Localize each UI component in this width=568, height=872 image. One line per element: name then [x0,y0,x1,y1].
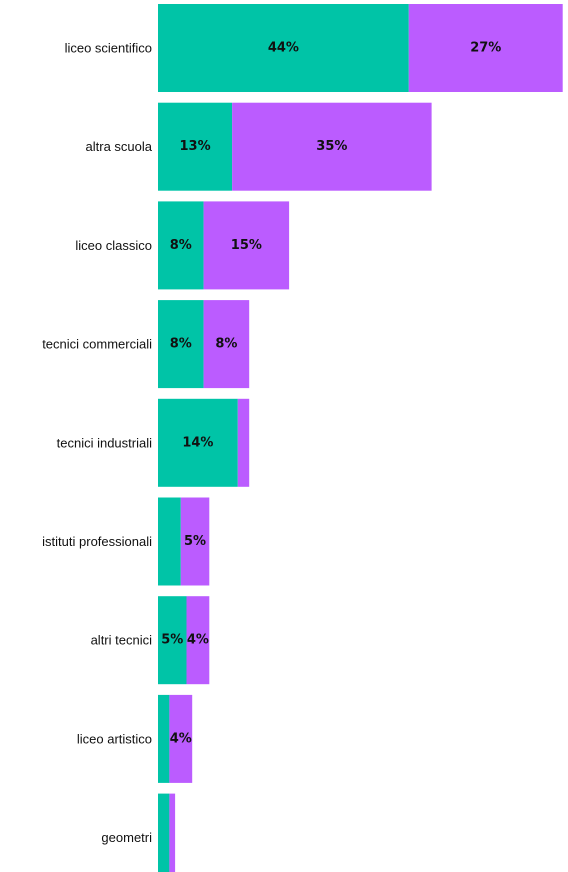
bar-segment-tecnici-commerciali-series-2 [203,300,250,389]
data-label-tecnici-commerciali-series-1: 8% [170,337,192,352]
data-label-liceo-classico-series-2: 15% [231,238,262,253]
data-label-liceo-scientifico-series-2: 27% [470,41,501,56]
bar-segment-istituti-professionali-series-1 [158,497,181,586]
data-label-liceo-classico-series-1: 8% [170,238,192,253]
category-label-geometri: geometri [101,830,152,845]
category-label-liceo-scientifico: liceo scientifico [65,41,152,56]
data-label-tecnici-commerciali-series-2: 8% [215,337,237,352]
bar-segment-liceo-scientifico-series-1 [158,4,409,92]
data-label-altra-scuola-series-2: 35% [316,139,347,154]
category-label-tecnici-commerciali: tecnici commerciali [42,337,152,352]
category-label-tecnici-industriali: tecnici industriali [57,435,152,450]
bar-segment-liceo-scientifico-series-2 [408,4,563,92]
data-label-altra-scuola-series-1: 13% [179,139,210,154]
bar-segment-altra-scuola-series-2 [232,102,432,191]
bar-segment-geometri-series-1 [158,793,170,872]
data-label-altri-tecnici-series-1: 5% [161,633,183,648]
data-label-tecnici-industriali-series-1: 14% [182,435,213,450]
bar-segment-altra-scuola-series-1 [158,102,233,191]
category-label-altra-scuola: altra scuola [86,139,153,154]
category-label-altri-tecnici: altri tecnici [91,633,153,648]
bar-segment-altri-tecnici-series-2 [186,596,210,685]
bar-segment-istituti-professionali-series-2 [180,497,210,586]
bar-segment-liceo-classico-series-1 [158,201,204,290]
category-label-liceo-artistico: liceo artistico [77,731,152,746]
bar-segment-tecnici-industriali-series-2 [237,398,250,487]
category-label-istituti-professionali: istituti professionali [42,534,152,549]
data-label-liceo-scientifico-series-1: 44% [268,41,299,56]
bar-segment-altri-tecnici-series-1 [158,596,187,685]
bar-segment-liceo-classico-series-2 [203,201,290,290]
category-label-liceo-classico: liceo classico [75,238,152,253]
bar-segment-liceo-artistico-series-2 [169,694,193,783]
data-label-istituti-professionali-series-2: 5% [184,534,206,549]
bar-segment-liceo-artistico-series-1 [158,694,170,783]
bar-segment-tecnici-commerciali-series-1 [158,300,204,389]
bar-segment-tecnici-industriali-series-1 [158,398,238,487]
bar-segment-geometri-series-2 [169,793,176,872]
data-label-liceo-artistico-series-2: 4% [170,731,192,746]
data-label-altri-tecnici-series-2: 4% [187,633,209,648]
